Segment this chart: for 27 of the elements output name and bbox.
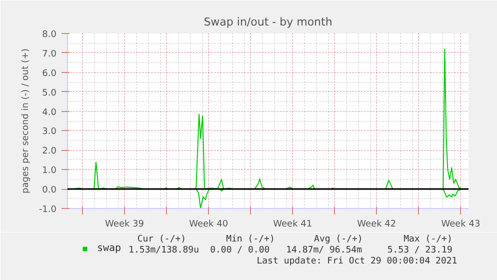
y-tick-label: 1.0 (42, 166, 57, 176)
x-tick-label: Week 41 (273, 220, 312, 230)
text: Max (-/+) (404, 234, 452, 244)
x-tick-label: Week 40 (189, 220, 228, 230)
text: Min (-/+) (226, 234, 275, 244)
text: 1.53m/138.89u (128, 246, 200, 256)
x-tick-label: Week 42 (357, 220, 396, 230)
y-tick-label: 4.0 (42, 108, 57, 118)
text: Last update: Fri Oct 29 00:00:04 2021 (256, 256, 458, 266)
y-tick-label: 3.0 (42, 127, 57, 138)
y-tick-label: 7.0 (42, 49, 57, 60)
y-tick-label: 0.0 (42, 186, 57, 196)
text: 0.00 / 0.00 (210, 246, 270, 256)
chart-title: Swap in/out - by month (204, 16, 332, 28)
text: 5.53 / 23.19 (387, 246, 452, 256)
x-tick-label: Week 43 (441, 220, 480, 230)
text: Avg (-/+) (314, 234, 363, 244)
y-axis-title: pages per second in (-) / out (+) (20, 48, 31, 194)
text: 14.87m/ 96.54m (286, 246, 362, 256)
y-tick-label: 2.0 (42, 146, 57, 157)
legend-label: swap (97, 243, 122, 254)
y-tick-label: -1.0 (38, 205, 57, 215)
x-tick-label: Week 39 (105, 220, 144, 230)
y-tick-label: 5.0 (42, 88, 57, 98)
y-tick-label: 8.0 (42, 30, 57, 40)
text: Cur (-/+) (137, 234, 186, 244)
y-tick-label: 6.0 (42, 68, 57, 79)
